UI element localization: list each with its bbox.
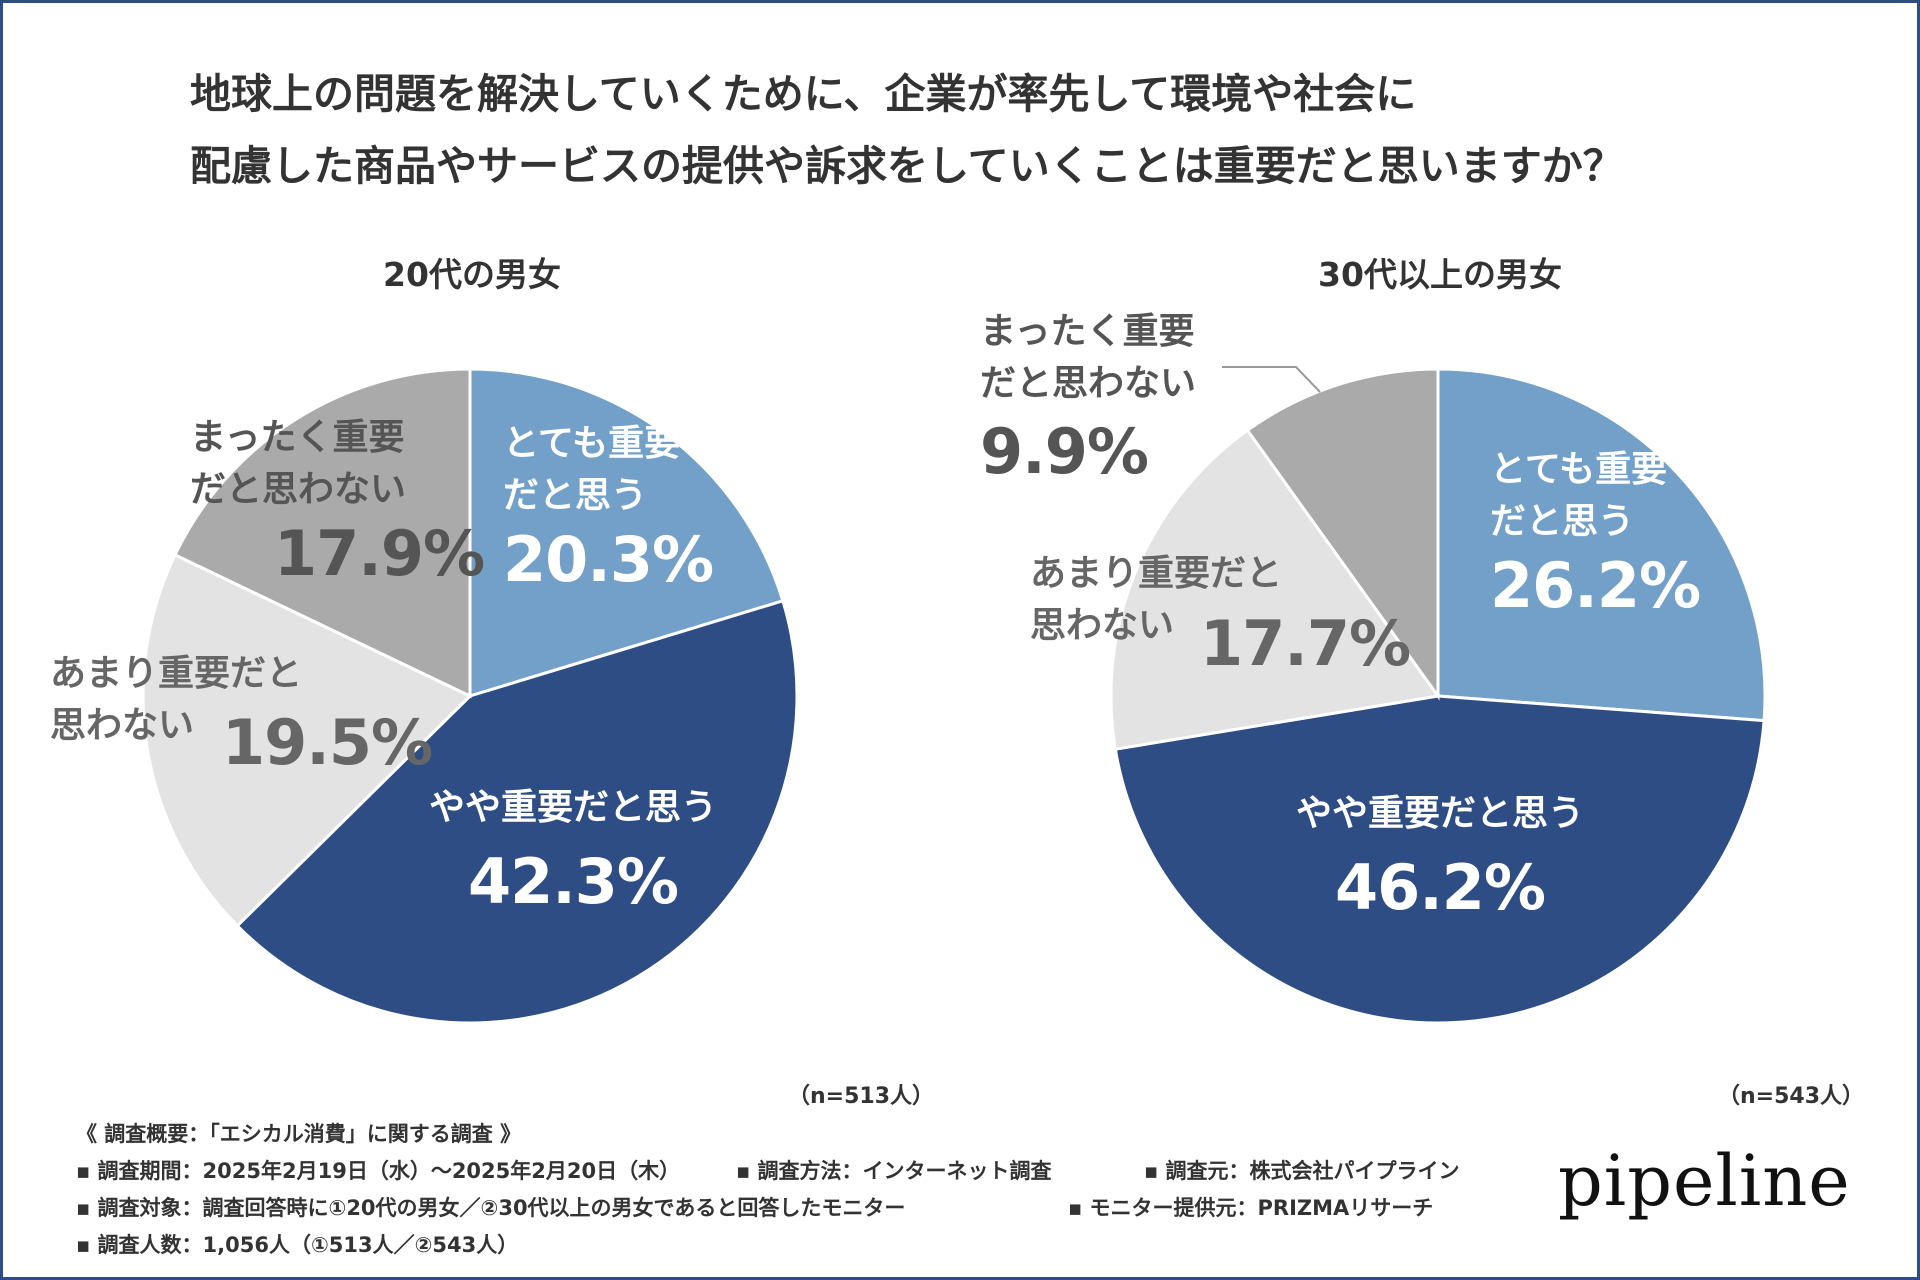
chart-2-label-not-very-important: あまり重要だと 思わない — [1030, 548, 1282, 652]
chart-2-slice-very-important — [1436, 367, 1767, 723]
chart-2-title: 30代以上の男女 — [1318, 255, 1562, 294]
chart-1-title: 20代の男女 — [383, 255, 561, 294]
chart-1-slice-somewhat-important — [235, 598, 799, 1025]
notes-row-target: ▪ 調査対象：調査回答時に①20代の男女／②30代以上の男女であると回答したモニ… — [76, 1190, 1433, 1227]
chart-1-label-not-very-important-line2: 思わない — [50, 705, 195, 746]
notes-heading: 《 調査概要：「エシカル消費」に関する調査 》 — [76, 1122, 522, 1146]
chart-2-label-very-important-line1: とても重要 — [1490, 449, 1668, 490]
chart-2-pct-not-at-all-important: 9.9% — [980, 415, 1149, 488]
chart-2-label-not-at-all-important-line2: だと思わない — [980, 363, 1197, 404]
chart-1-label-very-important: とても重要 だと思う 20.3% — [503, 418, 714, 598]
notes-method: ▪ 調査方法：インターネット調査 — [736, 1159, 1052, 1183]
notes-count: ▪ 調査人数：1,056人（①513人／②543人） — [76, 1233, 519, 1257]
chart-1-pct-somewhat-important: 42.3% — [467, 845, 679, 918]
chart-1-label-very-important-line1: とても重要 — [503, 423, 681, 464]
pie-chart-1 — [141, 367, 799, 1025]
chart-2-slice-not-at-all-important — [1245, 367, 1440, 701]
chart-1-label-somewhat-important-line1: やや重要だと思う — [428, 787, 717, 828]
notes-period: ▪ 調査期間：2025年2月19日（水）～2025年2月20日（木） — [76, 1159, 681, 1183]
notes-source: ▪ 調査元：株式会社パイプライン — [1144, 1159, 1460, 1183]
chart-2-pct-somewhat-important: 46.2% — [1334, 851, 1546, 924]
chart-1-label-somewhat-important: やや重要だと思う 42.3% — [403, 782, 743, 920]
chart-1-label-not-at-all-important-line1: まったく重要 — [190, 417, 405, 458]
chart-1-label-not-very-important: あまり重要だと 思わない — [50, 648, 302, 752]
chart-2-label-very-important-line2: だと思う — [1490, 501, 1635, 542]
notes-target: ▪ 調査対象：調査回答時に①20代の男女／②30代以上の男女であると回答したモニ… — [76, 1196, 906, 1220]
chart-1-slice-not-very-important — [141, 552, 473, 928]
pipeline-logo: pipeline — [1558, 1140, 1851, 1222]
chart-2-label-not-at-all-important-line1: まったく重要 — [980, 311, 1195, 352]
chart-1-label-very-important-line2: だと思う — [503, 475, 648, 516]
chart-2-pct-very-important: 26.2% — [1490, 549, 1701, 622]
chart-2-label-not-very-important-line2: 思わない — [1030, 605, 1175, 646]
chart-2-pct-not-very-important-wrap: 17.7% — [1200, 606, 1411, 682]
chart-2-label-not-at-all-important: まったく重要 だと思わない 9.9% — [980, 306, 1196, 490]
chart-1-label-not-very-important-line1: あまり重要だと — [50, 653, 303, 694]
chart-1-sample-size: （n=513人） — [788, 1084, 935, 1109]
notes-provider: ▪ モニター提供元：PRIZMAリサーチ — [1068, 1196, 1434, 1220]
chart-2-label-somewhat-important-line1: やや重要だと思う — [1295, 793, 1584, 834]
title-line-1: 地球上の問題を解決していくために、企業が率先して環境や社会に — [190, 70, 1417, 118]
notes-row-period: ▪ 調査期間：2025年2月19日（水）～2025年2月20日（木） ▪ 調査方… — [76, 1153, 1460, 1190]
chart-2-label-very-important: とても重要 だと思う 26.2% — [1490, 444, 1701, 624]
chart-1-pct-not-very-important: 19.5% — [222, 706, 433, 779]
chart-2-label-not-very-important-line1: あまり重要だと — [1030, 553, 1283, 594]
chart-1-pct-not-at-all-important: 17.9% — [274, 517, 485, 590]
survey-notes: 《 調査概要：「エシカル消費」に関する調査 》 ▪ 調査期間：2025年2月19… — [76, 1116, 1460, 1264]
chart-1-slice-very-important — [468, 367, 785, 699]
pie-chart-2 — [1109, 367, 1767, 1025]
chart-2-sample-size: （n=543人） — [1718, 1084, 1865, 1109]
chart-1-label-not-at-all-important-line2: だと思わない — [190, 469, 407, 510]
chart-2-label-somewhat-important: やや重要だと思う 46.2% — [1270, 788, 1610, 926]
chart-2-pct-not-very-important: 17.7% — [1200, 607, 1411, 680]
page-title: 地球上の問題を解決していくために、企業が率先して環境や社会に 配慮した商品やサー… — [190, 58, 1790, 202]
chart-1-pct-very-important: 20.3% — [503, 523, 714, 596]
chart-1-slice-not-at-all-important — [173, 367, 472, 699]
chart-1-label-not-at-all-important: まったく重要 だと思わない 17.9% — [190, 412, 485, 592]
title-line-2: 配慮した商品やサービスの提供や訴求をしていくことは重要だと思いますか？ — [190, 142, 1624, 190]
chart-2-slice-not-very-important — [1109, 428, 1441, 751]
chart-2-leader-line — [1222, 366, 1321, 393]
chart-2-slice-somewhat-important — [1113, 694, 1766, 1025]
chart-1-pct-not-very-important-wrap: 19.5% — [222, 705, 433, 781]
